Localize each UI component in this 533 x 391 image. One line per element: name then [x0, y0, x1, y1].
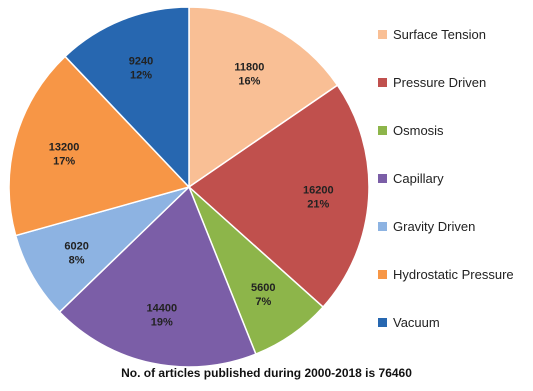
- legend-label-pressure-driven: Pressure Driven: [393, 74, 487, 90]
- legend-swatch-vacuum: [378, 317, 387, 327]
- legend-label-surface-tension: Surface Tension: [393, 26, 486, 42]
- slice-percent-pressure-driven: 21%: [307, 198, 329, 210]
- legend: Surface Tension Pressure Driven Osmosis Cap…: [378, 22, 533, 358]
- pie-slice-capillary: [58, 185, 257, 368]
- slice-label-vacuum: 9240 12%: [129, 56, 153, 82]
- chart-caption: No. of articles published during 2000-20…: [121, 366, 412, 380]
- legend-label-hydrostatic-pressure: Hydrostatic Pressure: [393, 266, 514, 282]
- legend-item-hydrostatic-pressure: Hydrostatic Pressure: [378, 262, 533, 286]
- legend-swatch-surface-tension: [378, 29, 387, 39]
- legend-label-vacuum: Vacuum: [393, 314, 440, 330]
- legend-item-pressure-driven: Pressure Driven: [378, 70, 533, 94]
- slice-value-surface-tension: 11800: [234, 61, 264, 73]
- slice-label-pressure-driven: 16200 21%: [303, 184, 334, 210]
- legend-swatch-osmosis: [378, 125, 387, 135]
- slice-value-pressure-driven: 16200: [303, 184, 334, 196]
- legend-label-osmosis: Osmosis: [393, 122, 444, 138]
- legend-item-osmosis: Osmosis: [378, 118, 533, 142]
- legend-label-capillary: Capillary: [393, 170, 444, 186]
- slice-percent-gravity-driven: 8%: [69, 255, 85, 267]
- slice-value-hydrostatic-pressure: 13200: [49, 142, 80, 154]
- slice-label-hydrostatic-pressure: 13200 17%: [49, 142, 80, 168]
- slice-value-osmosis: 5600: [251, 282, 275, 294]
- slice-percent-capillary: 19%: [151, 317, 173, 329]
- legend-swatch-hydrostatic-pressure: [378, 269, 387, 279]
- pie-data-labels: 11800 16% 16200 21% 5600 7% 14400 19% 6020 8% 1320…: [49, 56, 334, 329]
- slice-value-capillary: 14400: [147, 303, 178, 315]
- slice-percent-vacuum: 12%: [130, 70, 152, 82]
- slice-label-surface-tension: 11800 16%: [234, 61, 264, 87]
- slice-label-osmosis: 5600 7%: [251, 282, 275, 308]
- legend-item-vacuum: Vacuum: [378, 310, 533, 334]
- legend-label-gravity-driven: Gravity Driven: [393, 218, 476, 234]
- legend-item-capillary: Capillary: [378, 166, 533, 190]
- legend-item-gravity-driven: Gravity Driven: [378, 214, 533, 238]
- slice-label-gravity-driven: 6020 8%: [64, 241, 88, 267]
- pie-slice-pressure-driven: [187, 84, 370, 309]
- legend-swatch-pressure-driven: [378, 77, 387, 87]
- slice-percent-hydrostatic-pressure: 17%: [53, 156, 75, 168]
- legend-swatch-capillary: [378, 173, 387, 183]
- pie-slice-hydrostatic-pressure: [8, 55, 191, 237]
- slice-label-capillary: 14400 19%: [147, 303, 178, 329]
- slice-percent-osmosis: 7%: [255, 296, 271, 308]
- legend-swatch-gravity-driven: [378, 221, 387, 231]
- slice-value-vacuum: 9240: [129, 56, 153, 68]
- slice-value-gravity-driven: 6020: [64, 241, 88, 253]
- pie-slices: [8, 6, 370, 368]
- pie-slice-surface-tension: [188, 6, 339, 189]
- pie-slice-vacuum: [64, 6, 190, 189]
- slice-percent-surface-tension: 16%: [238, 75, 260, 87]
- legend-item-surface-tension: Surface Tension: [378, 22, 533, 46]
